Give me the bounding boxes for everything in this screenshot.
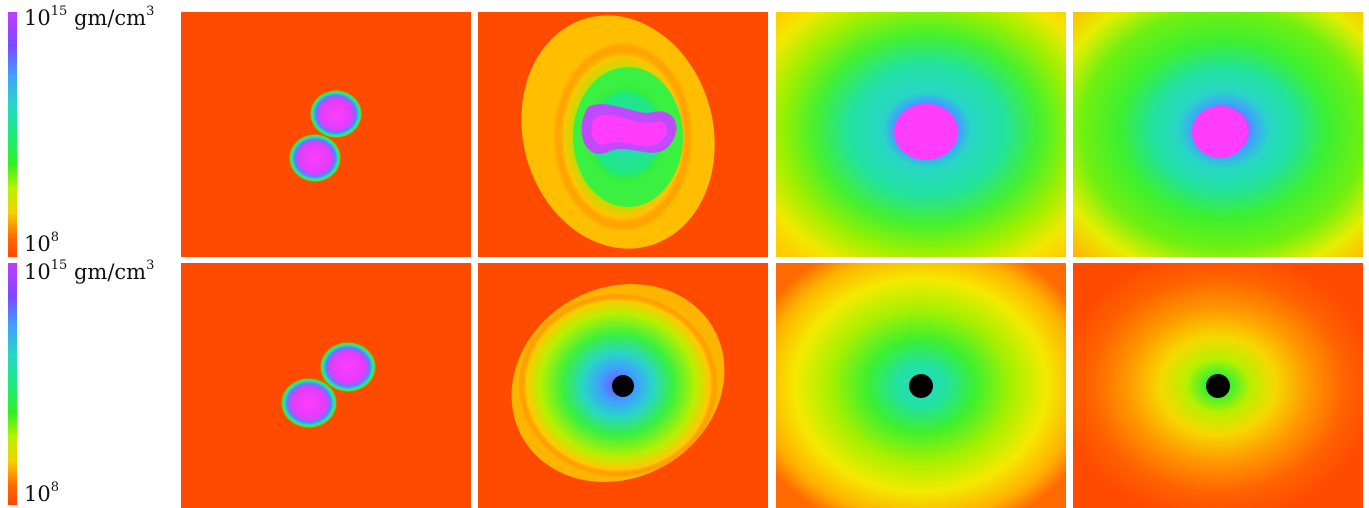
colorbar-gradient: [8, 12, 17, 257]
remnant-core: [894, 104, 958, 160]
black-hole: [1206, 374, 1230, 398]
colorbar-bottom-max-label: 1015 gm/cm3: [24, 258, 155, 284]
colorbar-top: [8, 12, 17, 257]
colorbar-top-max-label: 1015 gm/cm3: [24, 4, 155, 30]
black-hole: [909, 374, 933, 398]
panel-row1-col4: [1073, 12, 1363, 257]
colorbar-gradient: [8, 263, 17, 505]
remnant-core: [1192, 106, 1248, 158]
neutron-star-1: [310, 90, 362, 138]
black-hole: [612, 375, 634, 397]
colorbar-bottom: [8, 263, 17, 505]
neutron-star-1: [320, 342, 376, 392]
panel-row1-col1: [181, 12, 471, 257]
panel-row2-col1: [181, 263, 471, 508]
panel-row2-col3: [776, 263, 1066, 508]
colorbar-bottom-min-label: 108: [24, 480, 60, 506]
neutron-star-2: [289, 134, 341, 182]
panel-row2-col4: [1073, 263, 1363, 508]
neutron-star-2: [281, 378, 337, 428]
colorbar-top-min-label: 108: [24, 230, 60, 256]
panel-row1-col2: [478, 12, 768, 257]
panel-row2-col2: [478, 263, 768, 508]
panel-row1-col3: [776, 12, 1066, 257]
